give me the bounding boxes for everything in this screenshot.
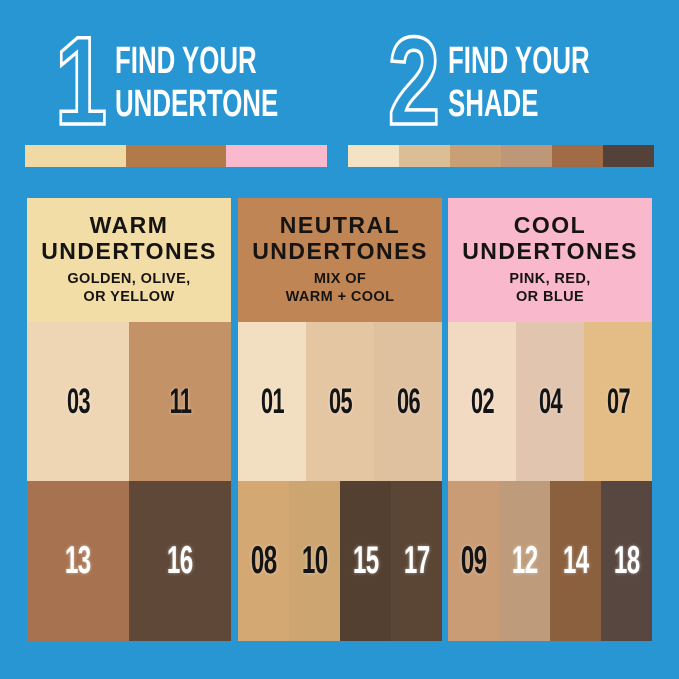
warm-panel-subtitle: GOLDEN, OLIVE, OR YELLOW: [27, 270, 231, 306]
step-1-number-outline: 1: [53, 32, 108, 130]
shade-swatch-03: 03: [27, 322, 129, 481]
svg-text:2: 2: [388, 32, 440, 130]
shade-label-16: 16: [167, 539, 193, 582]
shade-swatch-02: 02: [448, 322, 516, 481]
cool-title-line1: COOL: [513, 212, 587, 238]
shade-bar-segment-2: [399, 145, 450, 167]
svg-text:1: 1: [55, 32, 107, 130]
warm-title-line2: UNDERTONES: [41, 238, 217, 264]
shade-label-15: 15: [352, 539, 379, 582]
shade-bar-segment-3: [450, 145, 501, 167]
shade-label-05: 05: [328, 381, 353, 421]
shade-label-02: 02: [470, 381, 495, 421]
neutral-subtitle-line2: WARM + COOL: [285, 289, 395, 305]
warm-undertones-panel: WARM UNDERTONES GOLDEN, OLIVE, OR YELLOW…: [27, 198, 231, 641]
shade-label-08: 08: [250, 539, 277, 582]
neutral-undertones-panel: NEUTRAL UNDERTONES MIX OF WARM + COOL 01…: [238, 198, 442, 641]
undertone-bar-neutral-segment: [125, 145, 227, 167]
neutral-title-line1: NEUTRAL: [279, 212, 401, 238]
undertone-color-bar: [25, 145, 328, 167]
neutral-deep-shade-row: 08 10 15 17: [238, 481, 442, 641]
shade-swatch-13: 13: [27, 481, 129, 641]
shade-label-18: 18: [613, 539, 640, 582]
step-2-header: 2 FIND YOUR SHADE: [378, 32, 589, 130]
warm-light-shade-row: 03 11: [27, 322, 231, 481]
neutral-light-shade-row: 01 05 06: [238, 322, 442, 481]
warm-panel-header: WARM UNDERTONES GOLDEN, OLIVE, OR YELLOW: [27, 198, 231, 322]
shade-label-06: 06: [396, 381, 421, 421]
step-2-number-outline: 2: [386, 32, 441, 130]
step-1-header: 1 FIND YOUR UNDERTONE: [45, 32, 278, 130]
shade-bar-segment-1: [348, 145, 399, 167]
step-2-title-line2: SHADE: [448, 83, 539, 126]
shade-label-12: 12: [511, 539, 538, 582]
shade-label-14: 14: [562, 539, 589, 582]
cool-subtitle-line2: OR BLUE: [515, 289, 585, 305]
shade-label-04: 04: [538, 381, 563, 421]
shade-label-09: 09: [460, 539, 487, 582]
cool-panel-header: COOL UNDERTONES PINK, RED, OR BLUE: [448, 198, 652, 322]
shade-swatch-06: 06: [374, 322, 442, 481]
cool-subtitle-line1: PINK, RED,: [509, 271, 591, 287]
shade-label-13: 13: [65, 539, 91, 582]
cool-light-shade-row: 02 04 07: [448, 322, 652, 481]
shade-swatch-04: 04: [516, 322, 584, 481]
shade-bar-segment-5: [552, 145, 603, 167]
shade-swatch-14: 14: [550, 481, 601, 641]
shade-label-10: 10: [301, 539, 328, 582]
shade-swatch-07: 07: [584, 322, 652, 481]
shade-label-01: 01: [260, 381, 285, 421]
shade-swatch-08: 08: [238, 481, 289, 641]
undertone-bar-warm-segment: [25, 145, 126, 167]
warm-deep-shade-row: 13 16: [27, 481, 231, 641]
warm-subtitle-line1: GOLDEN, OLIVE,: [67, 271, 191, 287]
neutral-panel-subtitle: MIX OF WARM + COOL: [238, 270, 442, 306]
cool-panel-title: COOL UNDERTONES: [448, 212, 652, 264]
shade-swatch-05: 05: [306, 322, 374, 481]
shade-color-bar: [348, 145, 654, 167]
cool-undertones-panel: COOL UNDERTONES PINK, RED, OR BLUE 02 04…: [448, 198, 652, 641]
undertone-bar-cool-segment: [226, 145, 328, 167]
shade-label-17: 17: [403, 539, 430, 582]
shade-swatch-15: 15: [340, 481, 391, 641]
cool-title-line2: UNDERTONES: [462, 238, 638, 264]
step-2-title-line1: FIND YOUR: [448, 40, 590, 82]
shade-swatch-18: 18: [601, 481, 652, 641]
shade-swatch-11: 11: [129, 322, 231, 481]
shade-bar-segment-6: [603, 145, 654, 167]
step-2-title: FIND YOUR SHADE: [448, 40, 590, 127]
neutral-title-line2: UNDERTONES: [252, 238, 428, 264]
step-1-title-line1: FIND YOUR: [115, 40, 257, 82]
shade-swatch-10: 10: [289, 481, 340, 641]
shade-swatch-16: 16: [129, 481, 231, 641]
cool-panel-subtitle: PINK, RED, OR BLUE: [448, 270, 652, 306]
step-1-title-line2: UNDERTONE: [115, 83, 279, 126]
shade-swatch-12: 12: [499, 481, 550, 641]
shade-swatch-01: 01: [238, 322, 306, 481]
neutral-panel-header: NEUTRAL UNDERTONES MIX OF WARM + COOL: [238, 198, 442, 322]
neutral-subtitle-line1: MIX OF: [313, 271, 367, 287]
cool-deep-shade-row: 09 12 14 18: [448, 481, 652, 641]
shade-label-03: 03: [66, 381, 91, 421]
warm-title-line1: WARM: [89, 212, 169, 238]
shade-swatch-17: 17: [391, 481, 442, 641]
warm-subtitle-line2: OR YELLOW: [83, 289, 175, 305]
shade-label-07: 07: [606, 381, 631, 421]
shade-bar-segment-4: [501, 145, 552, 167]
shade-swatch-09: 09: [448, 481, 499, 641]
warm-panel-title: WARM UNDERTONES: [27, 212, 231, 264]
step-1-title: FIND YOUR UNDERTONE: [115, 40, 278, 127]
shade-label-11: 11: [169, 381, 191, 421]
neutral-panel-title: NEUTRAL UNDERTONES: [238, 212, 442, 264]
